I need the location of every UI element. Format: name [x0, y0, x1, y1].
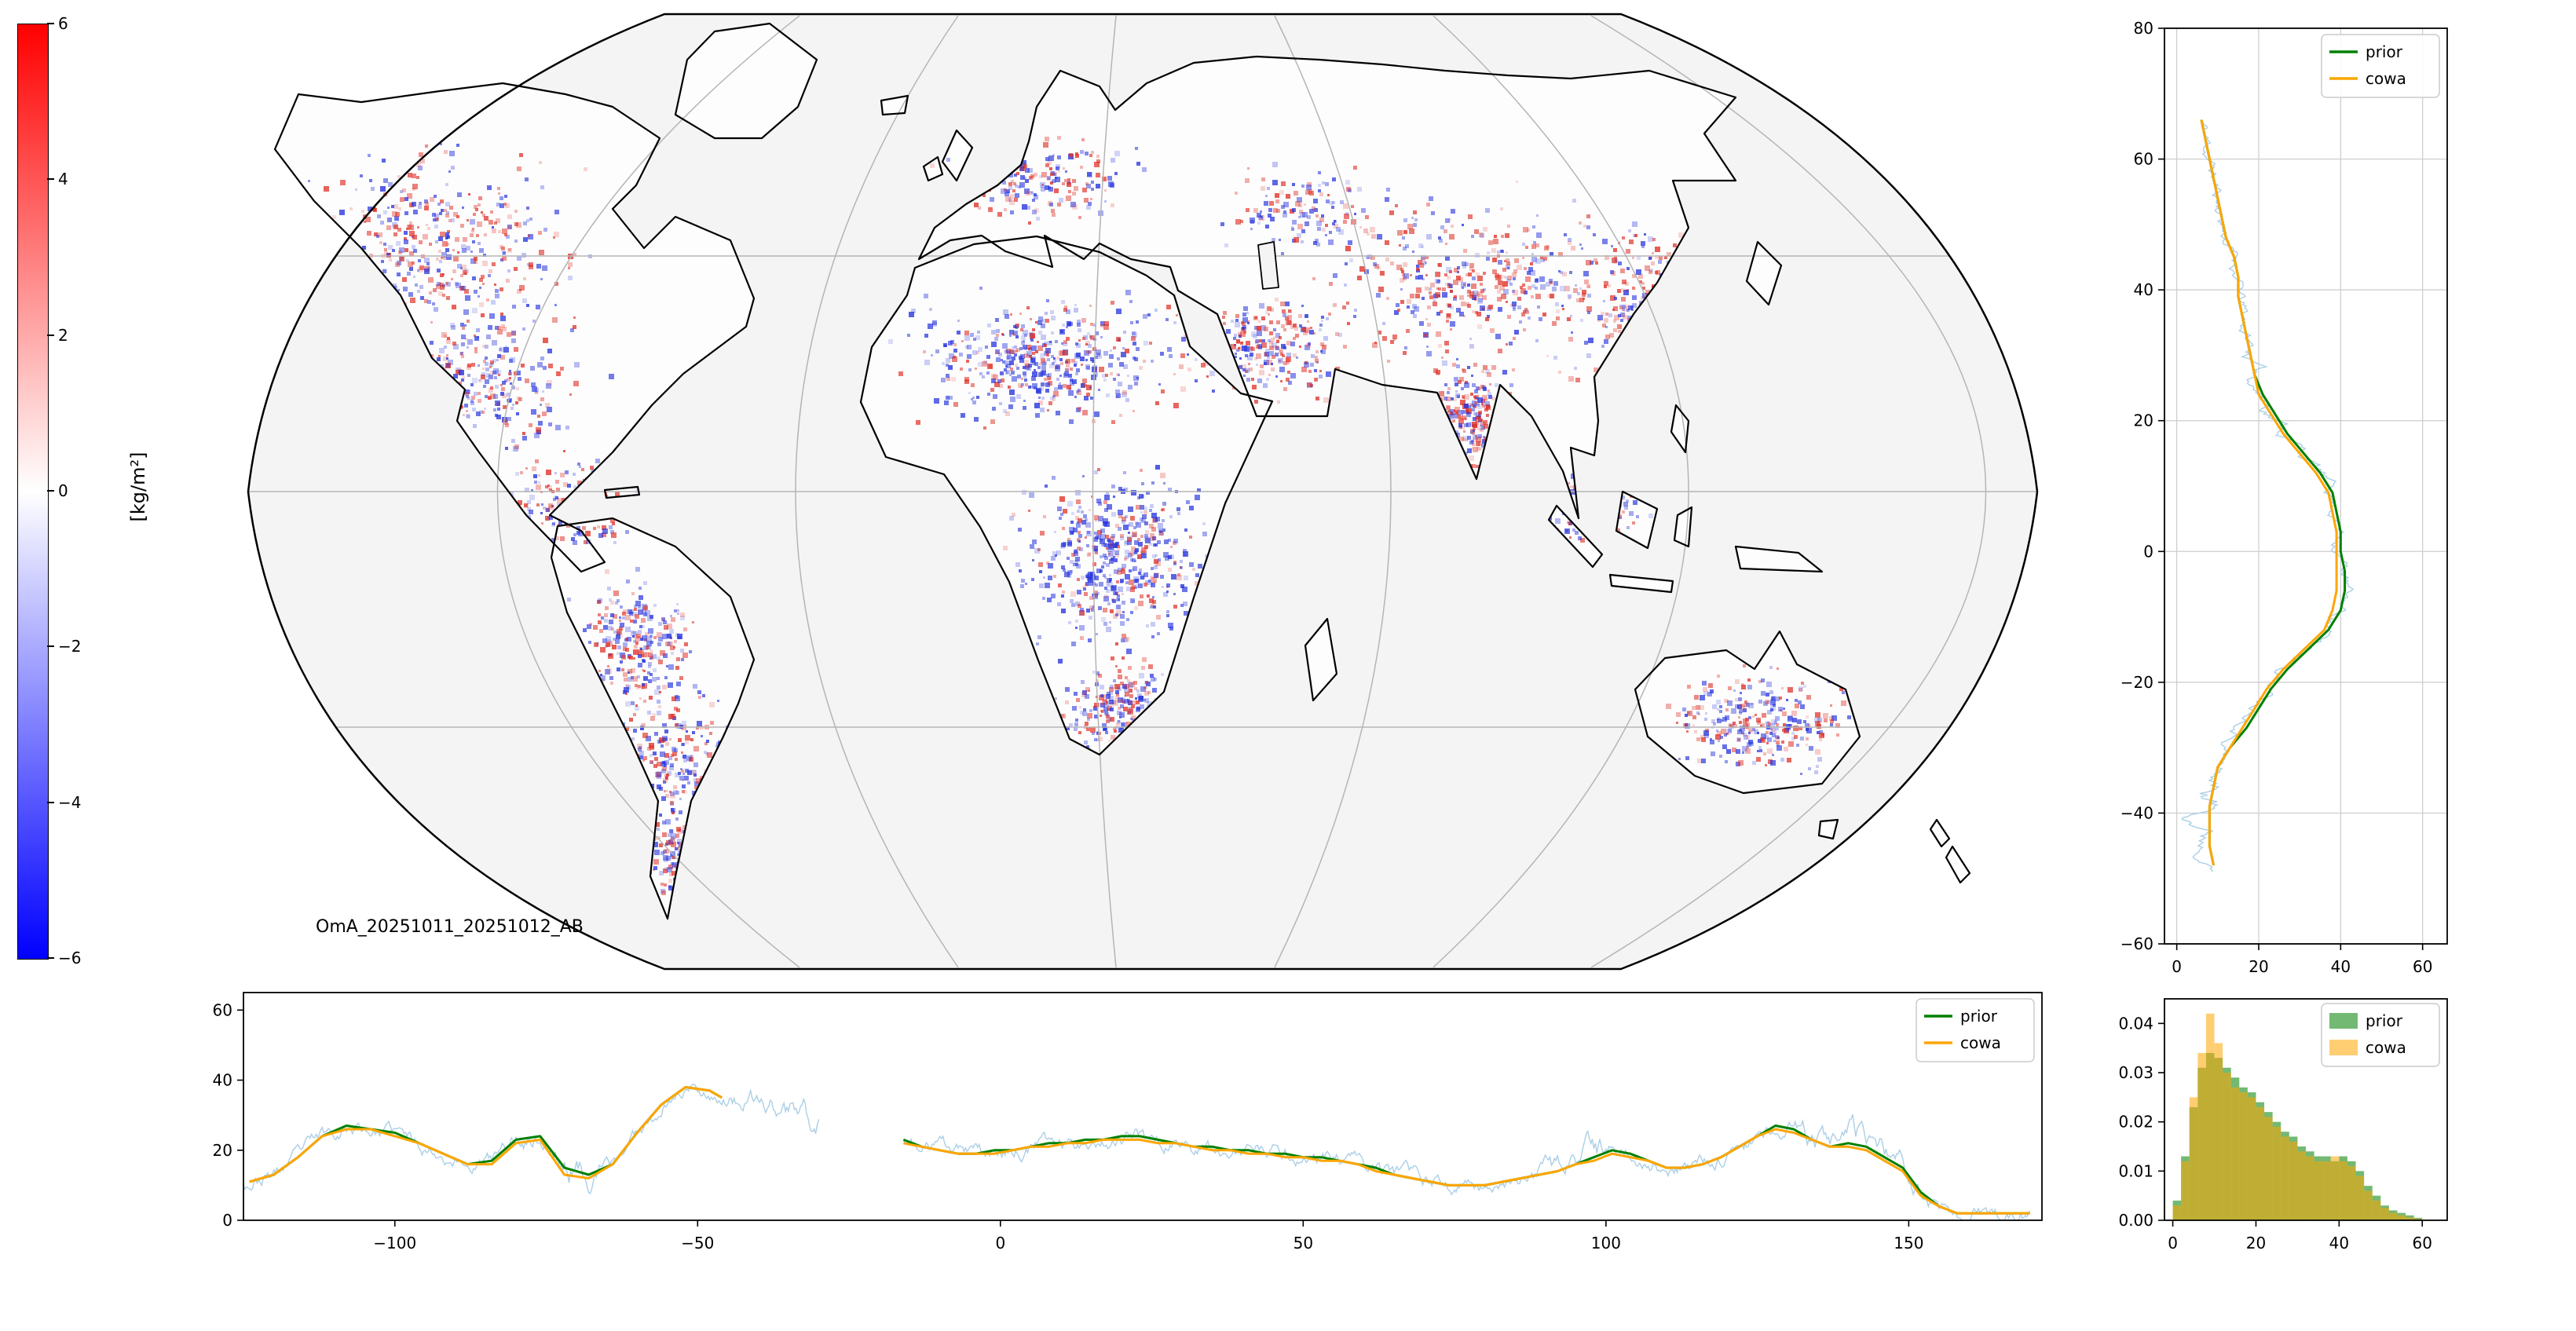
y-tick-label: −60 — [2120, 934, 2153, 953]
colorbar-tick-label: −6 — [58, 949, 82, 967]
x-tick-label: 100 — [1591, 1234, 1621, 1252]
legend-patch-prior — [2329, 1013, 2358, 1029]
colorbar-tick-label: 6 — [58, 14, 68, 33]
colorbar-tick-mark — [47, 178, 54, 181]
legend-box — [1916, 998, 2035, 1062]
histogram-panel: 0 20 40 60 0.00 0.01 0.02 0.03 0.04 prior cowa — [2118, 998, 2448, 1252]
map-annotation: OmA_20251011_20251012_AB — [316, 917, 584, 937]
plot-area — [2172, 1013, 2423, 1220]
legend-label-cowa: cowa — [2366, 69, 2406, 88]
y-tick-label: 0.04 — [2118, 1014, 2153, 1033]
x-tick-label: −100 — [373, 1234, 416, 1252]
x-tick-label: 0 — [2172, 957, 2182, 976]
latitude-profile-panel: 0 20 40 60 80 60 40 20 0 −20 −40 −60 prior cowa — [2120, 19, 2448, 976]
colorbar-tick-label: 4 — [58, 170, 68, 189]
y-tick-label: −20 — [2120, 673, 2153, 692]
colorbar-tick-mark — [47, 801, 54, 803]
legend-box — [2321, 34, 2440, 98]
y-tick-label: 0 — [222, 1211, 232, 1230]
colorbar-tick-mark — [47, 645, 54, 648]
cowa-line — [249, 1086, 723, 1183]
cowa-bars — [2172, 1013, 2423, 1220]
y-tick-label: 0.02 — [2118, 1113, 2153, 1132]
axes-background — [243, 993, 2042, 1220]
colorbar-label: [kg/m²] — [127, 452, 149, 522]
x-tick-label: 60 — [2413, 957, 2432, 976]
x-tick-label: 40 — [2331, 957, 2351, 976]
legend-label-prior: prior — [2366, 1011, 2403, 1030]
colorbar-tick-mark — [47, 334, 54, 336]
anomaly-speckles — [289, 136, 1862, 918]
y-tick-label: 60 — [213, 1000, 232, 1019]
x-tick-label: 0 — [995, 1234, 1005, 1252]
obs-noisy-line — [2181, 119, 2355, 872]
axes-frame — [2164, 27, 2448, 945]
x-tick-label: 20 — [2249, 957, 2268, 976]
x-tick-label: 150 — [1894, 1234, 1923, 1252]
colorbar-gradient — [17, 24, 49, 960]
y-tick-label: 0.00 — [2118, 1211, 2153, 1230]
y-tick-label: −40 — [2120, 803, 2153, 822]
map-graticule — [248, 15, 2037, 968]
legend-patch-cowa — [2329, 1040, 2358, 1055]
y-tick-label: 60 — [2134, 150, 2153, 169]
x-tick-label: 0 — [2168, 1234, 2178, 1252]
axes-frame — [2164, 998, 2448, 1221]
y-tick-label: 80 — [2134, 19, 2153, 38]
map-border — [247, 13, 2039, 971]
colorbar-tick-mark — [47, 957, 54, 959]
legend-label-cowa: cowa — [2366, 1038, 2406, 1057]
legend-label-prior: prior — [2366, 42, 2403, 61]
axes-background — [2164, 28, 2447, 944]
colorbar-tick-mark — [47, 23, 54, 24]
colorbar-tick-label: −4 — [58, 792, 82, 812]
legend-label-prior: prior — [1960, 1007, 1998, 1026]
colorbar-tick-mark — [47, 490, 54, 492]
world-map-panel — [247, 13, 2039, 971]
obs-noisy-line — [902, 1113, 2031, 1220]
cowa-line — [903, 1128, 2030, 1215]
y-tick-label: 40 — [213, 1071, 232, 1090]
x-tick-label: 50 — [1293, 1234, 1313, 1252]
y-tick-label: 0 — [2143, 542, 2153, 561]
cowa-line — [2200, 119, 2338, 866]
colorbar-tick-label: 2 — [58, 325, 68, 345]
x-tick-label: 20 — [2246, 1234, 2266, 1252]
y-tick-label: 0.01 — [2118, 1161, 2153, 1180]
y-tick-label: 0.03 — [2118, 1063, 2153, 1082]
map-land — [275, 24, 1970, 919]
x-tick-label: −50 — [681, 1234, 714, 1252]
longitude-profile-panel: −100 −50 0 50 100 150 0 20 40 60 prior cowa — [213, 992, 2043, 1252]
plot-area — [2181, 119, 2355, 872]
colorbar-tick-label: 0 — [58, 481, 68, 500]
y-tick-label: 20 — [2134, 411, 2153, 430]
y-tick-label: 20 — [213, 1141, 232, 1160]
colorbar-tick-label: −2 — [58, 637, 82, 656]
x-tick-label: 40 — [2329, 1234, 2349, 1252]
y-tick-label: 40 — [2134, 280, 2153, 299]
legend-label-cowa: cowa — [1960, 1033, 2001, 1052]
x-tick-label: 60 — [2413, 1234, 2432, 1252]
coastlines — [273, 22, 1971, 920]
axes-frame — [243, 992, 2043, 1221]
obs-noisy-line — [243, 1083, 820, 1195]
plot-area — [243, 1083, 2031, 1220]
